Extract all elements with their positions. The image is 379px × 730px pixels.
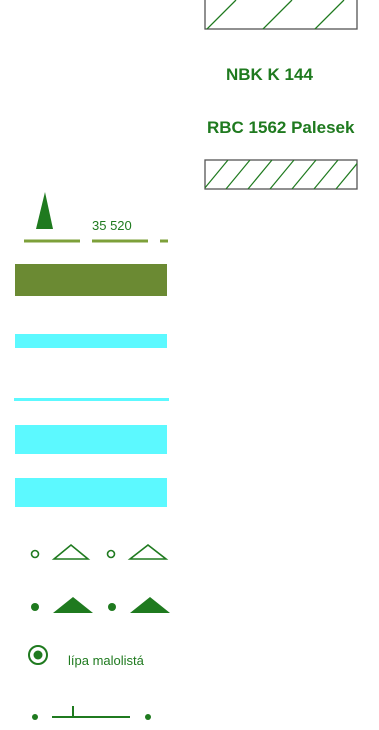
elevation-value: 35 520 [92,218,132,233]
peak-triangle-icon [24,192,168,243]
water-line-symbol [14,398,169,401]
circle-triangle-outline-icon [30,543,169,560]
water-band-symbol-2 [15,425,167,454]
open-symbol-pattern [26,540,172,564]
dot-triangle-filled-icon [31,597,170,613]
water-band-symbol-3 [15,478,167,507]
boundary-symbol [28,703,158,725]
hatched-area-symbol-bottom [204,159,360,191]
hatched-area-symbol-top [204,0,358,30]
tree-label: lípa malolistá [68,653,144,668]
hatched-rectangle-icon [204,0,358,30]
filled-symbol-pattern [26,593,172,617]
dot-tick-line-icon [32,706,151,720]
bullseye-circle-icon [28,645,48,665]
elevation-symbol [20,188,170,246]
tree-symbol [27,644,51,668]
olive-band-symbol [15,264,167,296]
water-band-symbol-1 [15,334,167,348]
hatched-rectangle-icon [204,159,358,190]
rbc-label: RBC 1562 Palesek [207,118,355,137]
nbk-label: NBK K 144 [226,65,313,84]
